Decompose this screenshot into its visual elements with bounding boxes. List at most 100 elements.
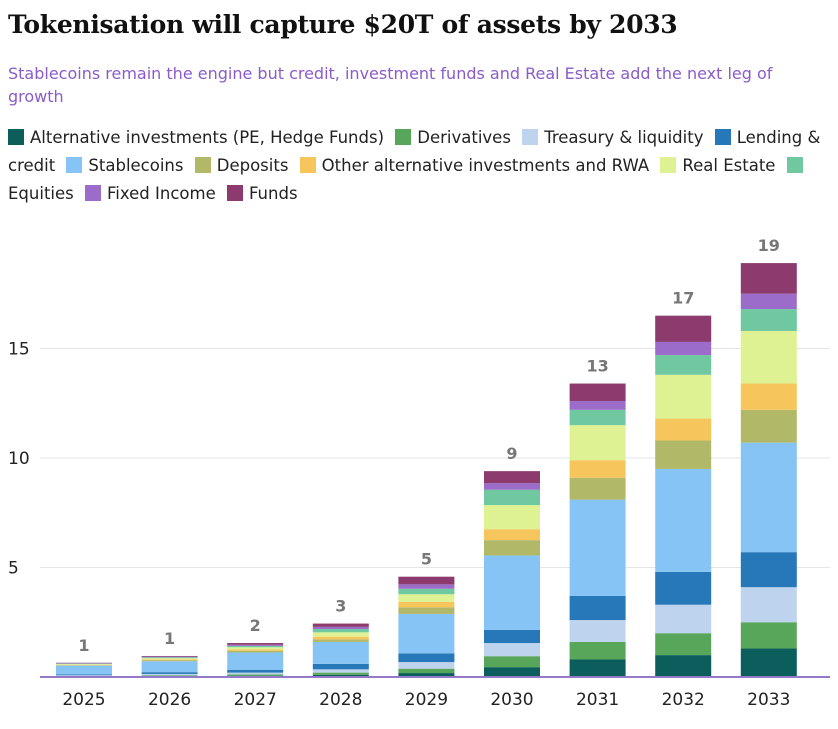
bar-segment-stablecoins-2025 [56,665,112,675]
x-tick-label-2026: 2026 [148,690,191,710]
bar-segment-funds-2033 [740,263,797,294]
bar-segment-derivatives-2027 [227,674,284,676]
legend-label-stablecoins: Stablecoins [88,156,184,175]
legend-item-stablecoins: Stablecoins [66,156,184,175]
chart-title: Tokenisation will capture $20T of assets… [8,10,678,39]
bar-stack-2031 [569,383,626,677]
legend-label-treasury: Treasury & liquidity [544,128,704,147]
bar-segment-treasury-2028 [312,669,369,673]
x-tick-label-2031: 2031 [576,690,619,710]
chart-subtitle: Stablecoins remain the engine but credit… [8,64,773,106]
total-label-2029: 5 [421,550,432,569]
bar-stacks [56,263,797,677]
bar-segment-alt_investments-2032 [655,655,712,677]
bar-segment-other_alt-2029 [398,601,455,608]
bar-segment-funds-2027 [227,643,284,645]
legend-swatch-real_estate [660,157,677,173]
bar-stack-2028 [312,623,369,677]
bar-segment-stablecoins-2028 [312,641,369,664]
y-tick-label: 10 [8,449,30,469]
legend-label-other_alt: Other alternative investments and RWA [321,156,650,175]
bar-segment-lending-2029 [398,653,455,663]
bar-segment-equities-2026 [141,657,198,659]
bar-segment-real_estate-2030 [484,505,540,530]
bar-segment-equities-2029 [398,588,455,595]
legend-label-derivatives: Derivatives [417,128,511,147]
bar-segment-treasury-2032 [655,604,712,634]
bar-stack-2030 [484,471,540,677]
legend-item-equities: Equities [8,156,809,203]
total-label-2030: 9 [506,444,517,463]
legend-item-treasury: Treasury & liquidity [522,128,703,147]
bar-segment-deposits-2029 [398,607,455,614]
bar-segment-funds-2028 [312,623,369,627]
bar-segment-fixed_income-2032 [655,341,712,356]
legend-label-lending: Lending & credit [8,128,821,175]
y-axis-ticks: 5 10 15 [8,340,30,579]
bar-segment-stablecoins-2026 [141,661,198,673]
bar-stack-2027 [227,643,284,677]
bar-segment-fixed_income-2026 [141,656,198,658]
bar-segment-stablecoins-2029 [398,613,455,654]
bar-segment-derivatives-2033 [740,622,797,649]
x-axis-ticks: 2025 2026 2027 2028 2029 2030 2031 2032 2033 [62,690,790,710]
total-label-2031: 13 [586,357,608,376]
x-tick-label-2025: 2025 [62,690,105,710]
x-tick-label-2030: 2030 [490,690,533,710]
bar-segment-equities-2028 [312,629,369,633]
legend-swatch-derivatives [395,129,412,145]
bar-segment-real_estate-2031 [569,425,626,461]
bar-segment-treasury-2025 [56,675,112,677]
bar-segment-equities-2032 [655,355,712,375]
bar-segment-real_estate-2033 [740,330,797,384]
bar-segment-fixed_income-2030 [484,483,540,490]
bar-segment-lending-2031 [569,595,626,621]
total-label-2025: 1 [78,636,89,655]
bar-segment-fixed_income-2033 [740,293,797,310]
total-label-2027: 2 [250,616,261,635]
bar-segment-lending-2025 [56,674,112,676]
bar-segment-equities-2030 [484,489,540,506]
bar-segment-treasury-2033 [740,587,797,623]
legend-label-deposits: Deposits [216,156,289,175]
legend-item-lending: Lending & credit [8,128,820,175]
legend-swatch-other_alt [299,157,316,173]
bar-segment-derivatives-2026 [141,675,198,677]
bar-segment-stablecoins-2032 [655,468,712,572]
bar-segment-other_alt-2033 [740,383,797,410]
legend-item-funds: Funds [226,184,298,203]
legend-swatch-equities [786,157,803,173]
bar-segment-funds-2030 [484,471,540,484]
bar-segment-fixed_income-2031 [569,401,626,410]
legend-label-fixed_income: Fixed Income [107,184,216,203]
legend-swatch-lending [714,129,731,145]
bar-segment-treasury-2031 [569,620,626,642]
total-labels: 1 1 2 3 5 9 13 17 19 [78,236,780,655]
bar-segment-lending-2033 [740,552,797,588]
total-label-2026: 1 [164,629,175,648]
x-tick-label-2033: 2033 [747,690,790,710]
bar-segment-stablecoins-2031 [569,499,626,596]
bar-segment-derivatives-2030 [484,656,540,668]
x-tick-label-2032: 2032 [662,690,705,710]
bar-segment-treasury-2027 [227,672,284,675]
legend-swatch-funds [226,185,243,201]
legend-label-alt_investments: Alternative investments (PE, Hedge Funds… [30,128,385,147]
bar-segment-equities-2031 [569,409,626,426]
legend-swatch-deposits [194,157,211,173]
bar-segment-stablecoins-2033 [740,442,797,553]
bar-segment-other_alt-2028 [312,636,369,640]
bar-segment-real_estate-2026 [141,658,198,660]
x-tick-label-2027: 2027 [234,690,277,710]
bar-segment-derivatives-2029 [398,668,455,674]
bar-segment-funds-2031 [569,383,626,402]
y-tick-label: 15 [8,340,30,360]
bar-segment-stablecoins-2030 [484,555,540,630]
legend-item-alt_investments: Alternative investments (PE, Hedge Funds… [8,128,384,147]
bar-stack-2026 [141,655,198,677]
bar-segment-fixed_income-2028 [312,626,369,630]
legend-label-real_estate: Real Estate [682,156,776,175]
bar-segment-lending-2030 [484,629,540,644]
chart-legend: Alternative investments (PE, Hedge Funds… [8,124,828,208]
bar-segment-funds-2029 [398,576,455,585]
